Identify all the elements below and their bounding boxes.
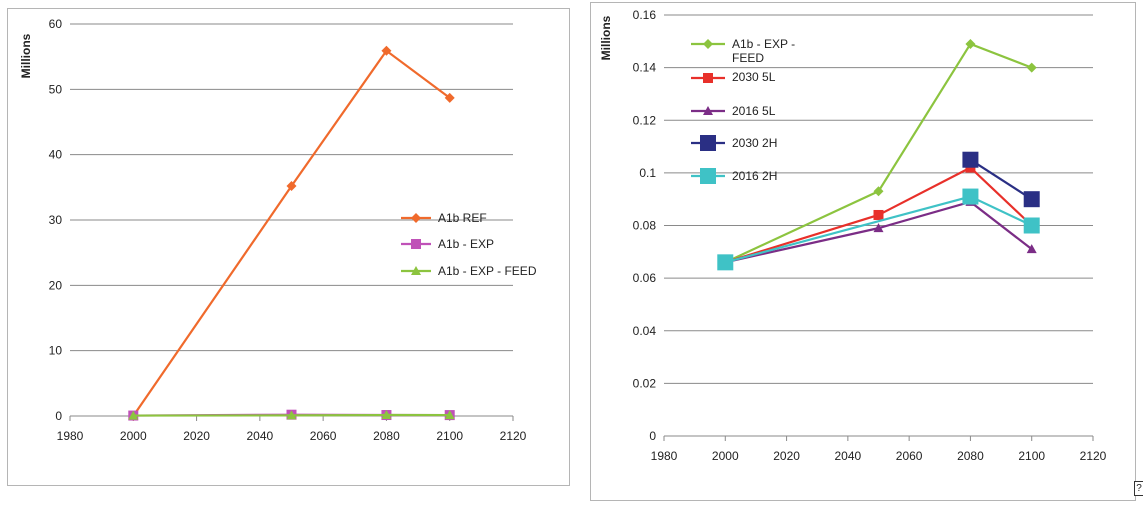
y-tick-label: 10 xyxy=(49,344,63,358)
legend-marker xyxy=(703,73,713,83)
y-tick-label: 0.06 xyxy=(633,271,657,285)
x-tick-label: 2020 xyxy=(183,429,210,443)
corner-glyph: ? xyxy=(1134,481,1143,496)
legend-label: FEED xyxy=(732,51,764,65)
x-tick-label: 2080 xyxy=(373,429,400,443)
series-line xyxy=(724,166,1033,264)
data-point xyxy=(873,186,884,197)
y-tick-label: 60 xyxy=(49,17,63,31)
legend-label: A1b - EXP xyxy=(438,237,494,251)
series-2030-2h xyxy=(962,151,1040,208)
data-point xyxy=(128,410,139,420)
legend-marker xyxy=(703,39,713,49)
legend-label: 2030 5L xyxy=(732,70,776,84)
x-tick-label: 2040 xyxy=(835,449,862,463)
y-axis-label: Millions xyxy=(19,33,33,78)
series-2016-5l xyxy=(720,196,1037,267)
data-point xyxy=(286,181,297,192)
x-tick-label: 2100 xyxy=(1018,449,1045,463)
data-point xyxy=(1023,217,1040,234)
y-tick-label: 0.1 xyxy=(639,166,656,180)
y-tick-label: 0 xyxy=(649,429,656,443)
legend-marker xyxy=(700,168,716,184)
legend-label: 2030 2H xyxy=(732,136,777,150)
series-line xyxy=(724,42,1033,264)
y-tick-label: 0.08 xyxy=(633,219,657,233)
y-tick-label: 40 xyxy=(49,148,63,162)
x-tick-label: 2100 xyxy=(436,429,463,443)
x-tick-label: 2080 xyxy=(957,449,984,463)
series-line xyxy=(969,158,1033,201)
series-a1b---exp---feed xyxy=(128,410,455,420)
legend-marker xyxy=(411,266,421,275)
x-tick-label: 2060 xyxy=(310,429,337,443)
legend-right: A1b - EXP -FEED 2030 5L 2016 5L 2030 2H 2016… xyxy=(691,37,795,184)
y-tick-label: 30 xyxy=(49,213,63,227)
series-line xyxy=(133,413,450,417)
chart-left: 0 10 20 30 40 50 60 1980 2000 2020 2040 2060 2080 210… xyxy=(19,17,537,443)
y-tick-label: 0.16 xyxy=(633,8,657,22)
x-tick-label: 2120 xyxy=(1080,449,1107,463)
y-tick-label: 0.12 xyxy=(633,113,657,127)
series-line xyxy=(132,49,451,417)
y-tick-label: 0 xyxy=(55,409,62,423)
data-point xyxy=(444,410,455,420)
data-point xyxy=(381,45,392,56)
series-a1b-ref xyxy=(128,45,455,421)
x-tick-label: 1980 xyxy=(57,429,84,443)
data-point xyxy=(1026,244,1037,254)
legend-marker xyxy=(411,239,421,249)
chart-right: 0 0.02 0.04 0.06 0.08 0.1 0.12 0.14 0.16 1980 2000… xyxy=(599,8,1107,463)
legend-label: A1b REF xyxy=(438,211,487,225)
series-2016-2h xyxy=(717,188,1040,271)
y-tick-label: 0.02 xyxy=(633,376,657,390)
data-point xyxy=(286,410,297,420)
y-tick-label: 0.04 xyxy=(633,324,657,338)
y-tick-label: 20 xyxy=(49,278,63,292)
legend-left: A1b REF A1b - EXP A1b - EXP - FEED xyxy=(401,211,537,278)
data-point xyxy=(962,188,979,205)
x-tick-label: 2120 xyxy=(500,429,527,443)
data-point xyxy=(444,92,455,103)
data-point xyxy=(873,223,884,233)
x-tick-label: 2000 xyxy=(120,429,147,443)
y-tick-label: 0.14 xyxy=(633,61,657,75)
x-tick-label: 2000 xyxy=(712,449,739,463)
data-point xyxy=(1026,62,1037,73)
legend-label: 2016 5L xyxy=(732,104,776,118)
data-point xyxy=(962,151,979,168)
data-point xyxy=(381,410,392,420)
y-tick-label: 50 xyxy=(49,82,63,96)
data-point xyxy=(873,209,884,220)
data-point xyxy=(717,254,734,271)
data-point xyxy=(1023,191,1040,208)
y-axis-label: Millions xyxy=(599,15,613,60)
x-tick-label: 2020 xyxy=(773,449,800,463)
x-tick-label: 1980 xyxy=(651,449,678,463)
legend-label: 2016 2H xyxy=(732,169,777,183)
x-tick-label: 2060 xyxy=(896,449,923,463)
data-point xyxy=(965,38,976,49)
x-tick-label: 2040 xyxy=(247,429,274,443)
chart-panel-left: 0 10 20 30 40 50 60 1980 2000 2020 2040 2060 2080 210… xyxy=(7,8,570,486)
legend-marker xyxy=(703,106,713,115)
legend-marker xyxy=(411,213,421,223)
series-line xyxy=(725,200,1033,264)
legend-marker xyxy=(700,135,716,151)
legend-label: A1b - EXP - FEED xyxy=(438,264,537,278)
legend-label: A1b - EXP - xyxy=(732,37,795,51)
chart-panel-right: 0 0.02 0.04 0.06 0.08 0.1 0.12 0.14 0.16 1980 2000… xyxy=(590,2,1136,501)
